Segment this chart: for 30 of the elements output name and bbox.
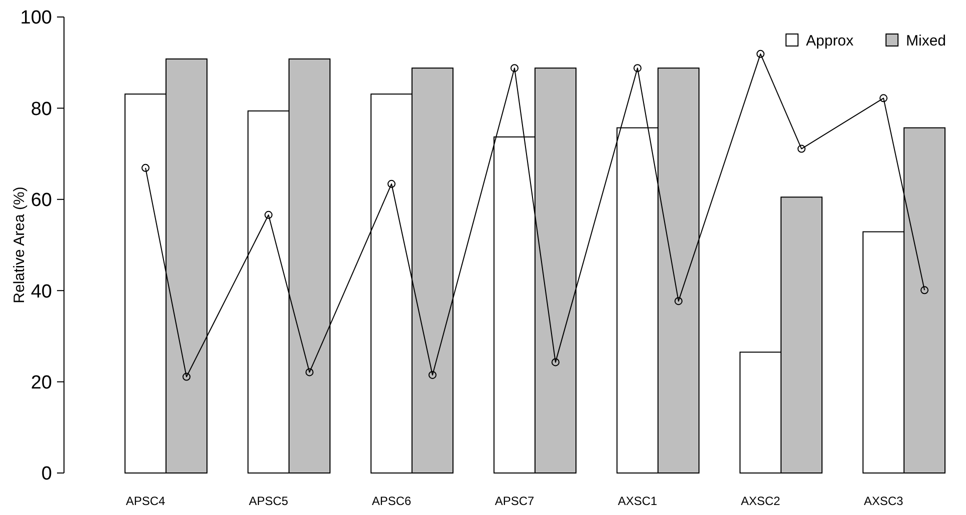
point [428,370,436,379]
legend-label: Mixed [906,32,946,50]
y-tick-label: 40 [30,281,52,302]
point [798,144,806,153]
point [182,372,190,381]
point [756,50,764,58]
y-tick-label: 80 [30,98,52,120]
point [388,180,396,188]
x-tick-label: APSC7 [494,494,534,508]
point [306,368,314,376]
x-tick-label: APSC6 [372,494,412,508]
point [142,164,150,172]
point [552,358,560,366]
point [510,64,518,72]
x-tick-label: AXSC1 [618,494,658,508]
y-tick-label: 20 [30,372,52,394]
x-tick-label: APSC5 [248,494,288,508]
point [634,64,642,72]
legend-label: Approx [806,32,854,50]
y-tick-label: 60 [30,190,52,212]
y-tick-label: 100 [20,8,52,29]
y-axis-title: Relative Area (%) [11,186,28,304]
x-tick-label: APSC4 [126,494,166,508]
point [264,210,272,219]
point [674,297,682,306]
x-tick-label: AXSC2 [740,494,780,508]
point [880,94,888,102]
y-tick-label: 0 [41,464,52,485]
point [920,286,928,294]
x-tick-label: AXSC3 [864,494,904,508]
